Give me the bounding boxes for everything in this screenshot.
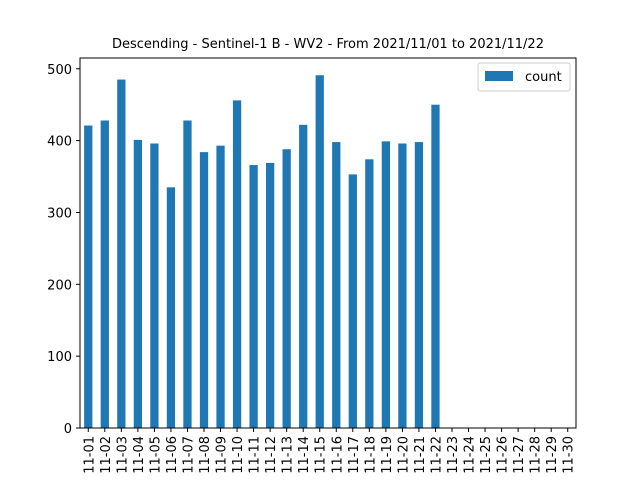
legend-label-count: count	[525, 70, 562, 85]
bar-11-03	[117, 79, 126, 429]
x-tick-label: 11-11	[248, 436, 263, 474]
x-tick-label: 11-22	[429, 436, 444, 474]
x-tick-label: 11-16	[330, 436, 345, 474]
x-tick-label: 11-08	[198, 436, 213, 474]
x-tick-label: 11-25	[479, 436, 494, 474]
x-tick-label: 11-28	[529, 436, 544, 474]
x-tick-label: 11-12	[264, 436, 279, 474]
x-tick-label: 11-20	[396, 436, 411, 474]
y-axis: 0 100 200 300 400 500	[47, 63, 80, 437]
x-axis: 11-01 11-02 11-03 11-04 11-05 11-06 11-07 11-08…	[82, 428, 577, 474]
bar-11-19	[381, 141, 390, 428]
bar-11-06	[166, 187, 176, 428]
bar-11-08	[199, 152, 209, 428]
x-tick-label: 11-23	[446, 436, 461, 474]
legend: count	[477, 62, 571, 92]
x-tick-label: 11-13	[281, 436, 296, 474]
x-tick-label: 11-19	[380, 436, 395, 474]
bar-11-17	[348, 174, 357, 428]
bar-11-15	[315, 75, 324, 429]
bar-11-09	[216, 145, 225, 428]
x-tick-label: 11-06	[165, 436, 180, 474]
bar-11-16	[332, 142, 341, 428]
x-tick-label: 11-01	[82, 436, 97, 474]
bar-11-10	[232, 100, 242, 428]
x-tick-label: 11-26	[496, 436, 511, 474]
legend-box	[477, 62, 571, 92]
x-tick-label: 11-04	[132, 436, 147, 474]
bars-group	[84, 75, 440, 429]
x-tick-label: 11-07	[181, 436, 196, 474]
bar-11-12	[266, 162, 275, 428]
x-tick-label: 11-10	[231, 436, 246, 474]
x-tick-label: 11-18	[363, 436, 378, 474]
bar-11-01	[84, 125, 93, 428]
x-tick-label: 11-29	[545, 436, 560, 474]
bar-11-11	[249, 165, 258, 429]
x-tick-label: 11-05	[148, 436, 163, 474]
bar-11-14	[299, 124, 308, 428]
x-tick-label: 11-14	[297, 436, 312, 474]
bar-11-05	[150, 143, 159, 428]
bar-11-13	[282, 149, 291, 429]
y-tick-label: 0	[64, 422, 72, 437]
y-tick-label: 300	[47, 206, 72, 221]
x-tick-label: 11-17	[347, 436, 362, 474]
y-tick-label: 200	[47, 278, 72, 293]
bar-11-20	[398, 143, 407, 428]
y-tick-label: 100	[47, 350, 72, 365]
bar-11-22	[431, 104, 440, 428]
x-tick-label: 11-03	[115, 436, 130, 474]
x-tick-label: 11-24	[463, 436, 478, 474]
legend-swatch-count	[485, 71, 513, 81]
bar-11-04	[133, 139, 142, 428]
x-tick-label: 11-30	[562, 436, 577, 474]
x-tick-label: 11-09	[215, 436, 230, 474]
y-tick-label: 500	[47, 63, 72, 78]
y-tick-label: 400	[47, 135, 72, 150]
bar-11-07	[183, 120, 192, 428]
x-tick-label: 11-02	[99, 436, 114, 474]
bar-11-21	[414, 142, 424, 428]
x-tick-label: 11-27	[512, 436, 527, 474]
x-tick-label: 11-15	[314, 436, 329, 474]
plot-frame	[79, 57, 577, 429]
bar-11-02	[100, 120, 109, 428]
bar-11-18	[365, 159, 374, 429]
chart-title: Descending - Sentinel-1 B - WV2 - From 2…	[112, 37, 544, 52]
x-tick-label: 11-21	[413, 436, 428, 474]
